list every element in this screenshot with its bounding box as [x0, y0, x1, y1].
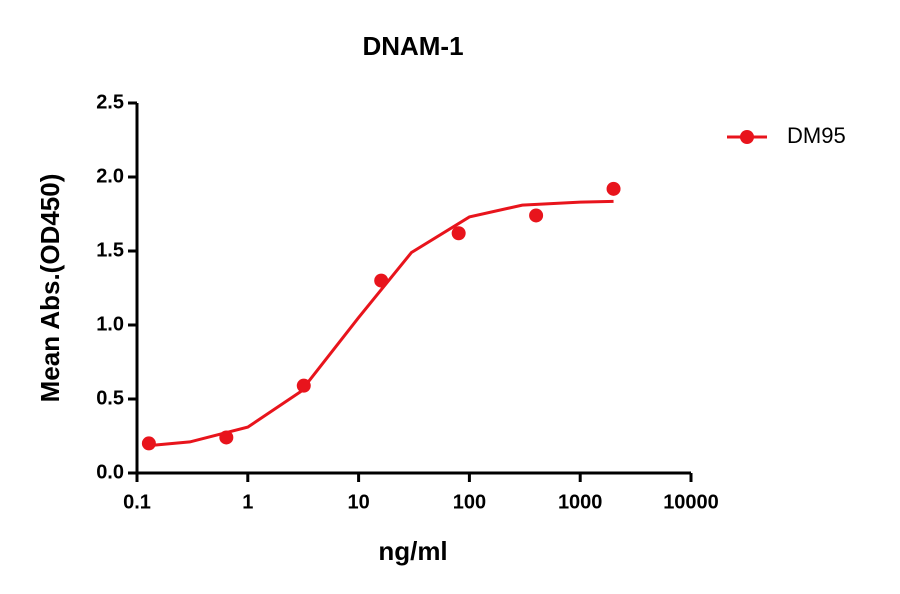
x-tick-label: 10000: [663, 491, 719, 513]
x-tick-label: 10: [347, 491, 369, 513]
chart-title: DNAM-1: [362, 31, 463, 61]
y-tick-label: 2.0: [96, 165, 124, 187]
y-tick-label: 1.0: [96, 313, 124, 335]
data-point: [606, 181, 621, 196]
data-point: [451, 226, 466, 241]
x-tick-label: 100: [453, 491, 486, 513]
y-axis-label: Mean Abs.(OD450): [35, 174, 65, 403]
data-point: [529, 208, 544, 223]
data-point: [141, 436, 156, 451]
x-tick-label: 0.1: [123, 491, 151, 513]
x-tick-label: 1: [242, 491, 253, 513]
x-axis-label: ng/ml: [378, 536, 447, 566]
y-tick-label: 0.0: [96, 461, 124, 483]
legend-label: DM95: [787, 123, 846, 148]
data-point: [374, 273, 389, 288]
data-point: [219, 430, 234, 445]
data-point: [296, 378, 311, 393]
fit-curve: [148, 199, 614, 448]
y-tick-label: 1.5: [96, 239, 124, 261]
y-tick-label: 0.5: [96, 387, 124, 409]
y-tick-label: 2.5: [96, 91, 124, 113]
x-tick-label: 1000: [558, 491, 603, 513]
legend-marker: [740, 130, 754, 144]
